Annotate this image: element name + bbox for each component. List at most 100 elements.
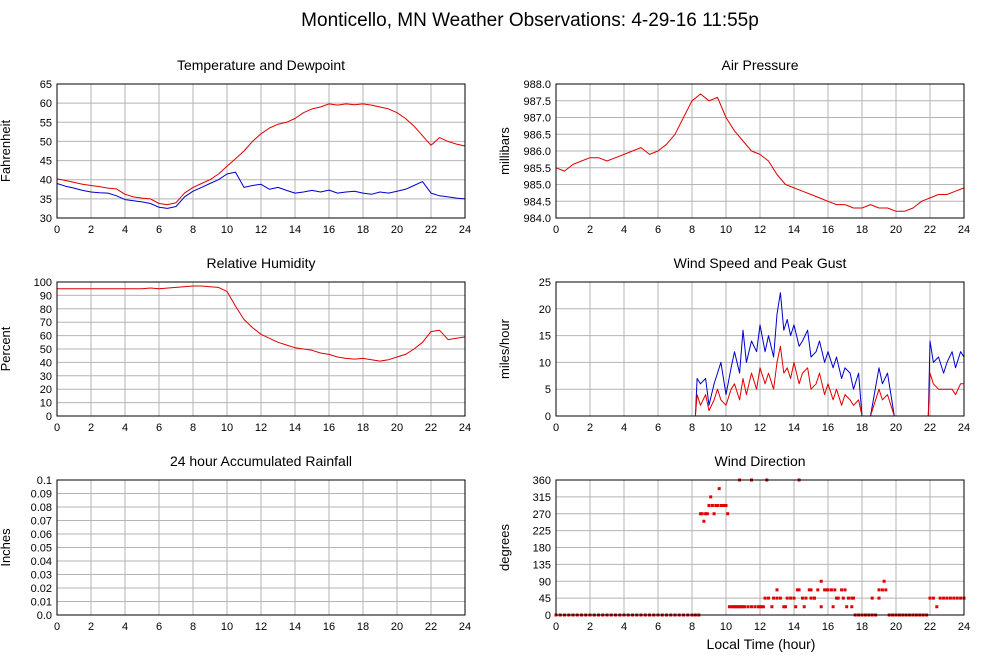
x-tick-label: 4 xyxy=(122,422,128,434)
scatter-point xyxy=(802,605,806,609)
y-tick-label: 70 xyxy=(40,317,52,329)
y-tick-label: 50 xyxy=(40,136,52,148)
panel-temp: 0 2 4 6 8 10 12 14 16 18 20 22 243035404550556065Tem… xyxy=(0,57,471,236)
scatter-point xyxy=(784,605,787,609)
y-tick-label: 0.04 xyxy=(31,556,52,568)
x-tick-label: 0 xyxy=(54,224,60,236)
y-tick-label: 30 xyxy=(40,213,52,225)
series-line-0 xyxy=(57,285,466,362)
scatter-point xyxy=(794,605,798,609)
series-line-1 xyxy=(56,171,466,209)
scatter-point xyxy=(809,588,813,592)
x-tick-label: 18 xyxy=(357,224,369,236)
x-tick-label: 18 xyxy=(856,422,868,434)
x-tick-label: 6 xyxy=(655,621,661,633)
y-tick-label: 60 xyxy=(40,98,52,110)
x-tick-label: 12 xyxy=(754,224,766,236)
y-tick-label: 45 xyxy=(539,593,551,605)
scatter-point xyxy=(846,596,850,600)
scatter-point xyxy=(775,596,779,600)
scatter-point xyxy=(955,596,959,600)
y-tick-label: 270 xyxy=(533,509,551,521)
x-tick-label: 22 xyxy=(425,224,437,236)
x-tick-label: 16 xyxy=(323,422,335,434)
x-tick-label: 8 xyxy=(190,224,196,236)
x-tick-label: 24 xyxy=(958,621,970,633)
scatter-point xyxy=(704,512,708,516)
x-tick-label: 22 xyxy=(425,621,437,633)
x-tick-label: 18 xyxy=(856,224,868,236)
y-tick-label: 0.03 xyxy=(31,570,52,582)
scatter-point xyxy=(739,605,743,609)
scatter-point xyxy=(841,596,845,600)
y-tick-label: 90 xyxy=(539,576,551,588)
scatter-point xyxy=(741,605,745,609)
scatter-point xyxy=(942,596,946,600)
y-tick-label: 80 xyxy=(40,304,52,316)
scatter-point xyxy=(882,579,886,583)
x-tick-label: 6 xyxy=(156,224,162,236)
x-tick-label: 16 xyxy=(323,621,335,633)
x-tick-label: 8 xyxy=(190,422,196,434)
scatter-point xyxy=(845,605,849,609)
y-tick-label: 0.05 xyxy=(31,543,52,555)
x-tick-label: 12 xyxy=(255,224,267,236)
plot-frame xyxy=(56,83,466,219)
y-tick-label: 15 xyxy=(539,331,551,343)
y-tick-label: 985.5 xyxy=(523,163,551,175)
scatter-point xyxy=(717,487,721,491)
x-tick-label: 20 xyxy=(890,422,902,434)
scatter-point xyxy=(733,605,736,609)
y-tick-label: 360 xyxy=(533,475,551,487)
y-tick-label: 985.0 xyxy=(523,180,551,192)
plot-frame xyxy=(56,281,466,417)
y-axis-label: Inches xyxy=(0,528,13,567)
x-tick-label: 24 xyxy=(459,422,471,434)
scatter-point xyxy=(710,504,714,507)
y-tick-label: 35 xyxy=(40,194,52,206)
y-axis-label: degrees xyxy=(497,524,512,571)
x-tick-label: 6 xyxy=(156,422,162,434)
scatter-point xyxy=(699,512,702,516)
scatter-point xyxy=(734,605,738,609)
scatter-point xyxy=(792,596,796,600)
y-tick-label: 988.0 xyxy=(523,79,551,91)
scatter-point xyxy=(778,596,782,600)
x-tick-label: 20 xyxy=(890,224,902,236)
scatter-point xyxy=(753,605,757,609)
scatter-point xyxy=(945,596,949,600)
scatter-point xyxy=(816,588,820,592)
y-tick-label: 180 xyxy=(533,543,551,555)
chart-title: Wind Direction xyxy=(714,453,805,469)
plot-frame xyxy=(555,281,965,417)
x-tick-label: 22 xyxy=(425,422,437,434)
x-tick-label: 14 xyxy=(289,621,301,633)
x-tick-label: 4 xyxy=(621,224,627,236)
scatter-point xyxy=(714,504,718,507)
y-tick-label: 30 xyxy=(40,371,52,383)
scatter-point xyxy=(767,596,770,600)
series-line-0 xyxy=(56,103,466,206)
x-tick-label: 20 xyxy=(391,224,403,236)
x-tick-label: 4 xyxy=(122,621,128,633)
x-tick-label: 10 xyxy=(221,621,233,633)
y-tick-label: 0 xyxy=(545,610,551,622)
scatter-point xyxy=(756,605,760,609)
x-tick-label: 2 xyxy=(587,621,593,633)
y-axis-label: Fahrenheit xyxy=(0,120,13,183)
scatter-point xyxy=(775,588,779,592)
y-axis-label: millibars xyxy=(497,127,512,175)
scatter-point xyxy=(948,596,952,600)
y-tick-label: 100 xyxy=(34,277,52,289)
scatter-point xyxy=(738,605,742,609)
x-tick-label: 12 xyxy=(754,422,766,434)
x-tick-label: 22 xyxy=(924,224,936,236)
y-tick-label: 225 xyxy=(533,526,551,538)
scatter-point xyxy=(819,605,823,609)
y-tick-label: 90 xyxy=(40,290,52,302)
y-tick-label: 40 xyxy=(40,175,52,187)
y-tick-label: 987.5 xyxy=(523,96,551,108)
scatter-point xyxy=(826,588,830,592)
